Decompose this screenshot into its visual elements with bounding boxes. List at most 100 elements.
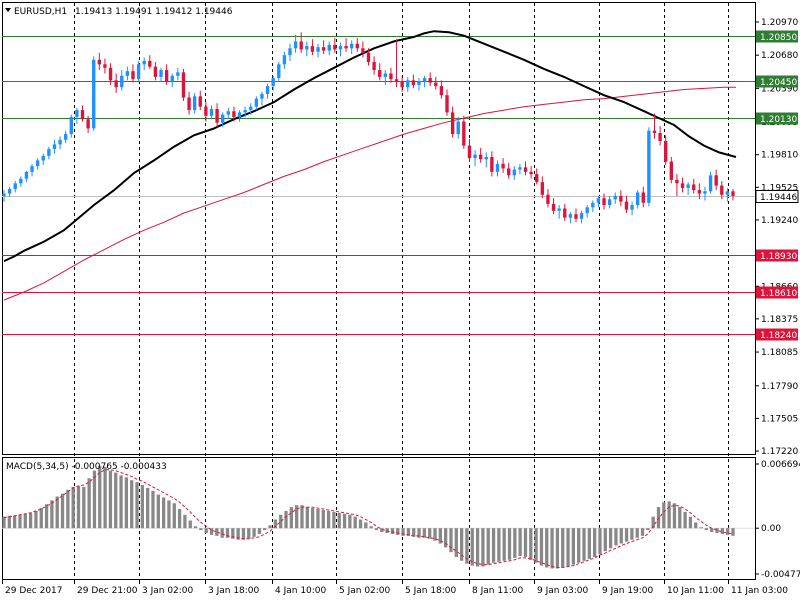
candle-body[interactable]: [30, 166, 34, 172]
candle-body[interactable]: [619, 195, 623, 202]
candle-body[interactable]: [198, 96, 202, 107]
candle-body[interactable]: [344, 46, 348, 49]
candle-body[interactable]: [86, 119, 90, 129]
candle-body[interactable]: [125, 71, 130, 76]
candle-body[interactable]: [338, 46, 343, 50]
fast-moving-average[interactable]: [3, 86, 736, 301]
candle-body[interactable]: [630, 205, 634, 210]
candle-body[interactable]: [434, 82, 438, 87]
candle-body[interactable]: [529, 171, 533, 175]
candle-body[interactable]: [64, 134, 68, 140]
candle-body[interactable]: [47, 148, 51, 156]
candle-body[interactable]: [176, 72, 180, 76]
candle-body[interactable]: [708, 175, 713, 192]
candle-body[interactable]: [523, 167, 528, 172]
candle-body[interactable]: [703, 191, 707, 194]
candle-body[interactable]: [725, 191, 730, 195]
candle-body[interactable]: [237, 112, 242, 117]
candle-body[interactable]: [456, 121, 460, 135]
candle-body[interactable]: [557, 208, 561, 211]
candle-body[interactable]: [462, 121, 466, 146]
candle-body[interactable]: [607, 199, 612, 206]
candle-body[interactable]: [658, 132, 662, 141]
candle-body[interactable]: [97, 59, 102, 65]
candle-body[interactable]: [192, 96, 197, 111]
candle-body[interactable]: [254, 98, 259, 107]
candle-body[interactable]: [596, 198, 601, 203]
candle-body[interactable]: [450, 112, 455, 135]
candle-body[interactable]: [288, 48, 292, 56]
candle-body[interactable]: [563, 208, 567, 218]
candle-body[interactable]: [24, 171, 29, 179]
candle-body[interactable]: [75, 110, 79, 117]
candle-body[interactable]: [602, 198, 606, 206]
candle-body[interactable]: [647, 130, 651, 203]
candle-body[interactable]: [310, 46, 315, 52]
candle-body[interactable]: [540, 182, 545, 195]
candle-body[interactable]: [669, 161, 673, 180]
candle-body[interactable]: [624, 201, 629, 210]
candle-body[interactable]: [406, 80, 410, 88]
candle-body[interactable]: [215, 108, 219, 123]
candle-body[interactable]: [327, 44, 331, 51]
candle-body[interactable]: [484, 156, 488, 160]
candle-body[interactable]: [221, 114, 225, 123]
candle-body[interactable]: [361, 48, 365, 53]
candle-body[interactable]: [58, 139, 62, 145]
candlestick-series[interactable]: [2, 32, 735, 224]
candle-body[interactable]: [2, 193, 6, 196]
candle-body[interactable]: [664, 140, 668, 162]
candle-body[interactable]: [159, 70, 163, 77]
candle-body[interactable]: [428, 78, 432, 83]
candle-body[interactable]: [181, 72, 186, 98]
candle-body[interactable]: [467, 145, 472, 159]
candle-body[interactable]: [153, 66, 158, 77]
candle-body[interactable]: [501, 163, 505, 169]
candle-body[interactable]: [445, 95, 449, 113]
candle-body[interactable]: [260, 94, 264, 99]
candle-body[interactable]: [277, 64, 281, 79]
candle-body[interactable]: [170, 75, 174, 82]
candle-body[interactable]: [305, 46, 309, 50]
candle-body[interactable]: [512, 169, 516, 176]
candle-body[interactable]: [282, 55, 287, 65]
candle-body[interactable]: [13, 183, 17, 190]
candle-body[interactable]: [389, 73, 393, 80]
candle-body[interactable]: [114, 80, 118, 88]
candle-body[interactable]: [293, 41, 298, 49]
candle-body[interactable]: [613, 195, 617, 200]
candle-body[interactable]: [383, 73, 388, 77]
candle-body[interactable]: [148, 60, 152, 67]
candle-body[interactable]: [120, 75, 124, 88]
candle-body[interactable]: [7, 189, 12, 194]
chart-menu-arrow-icon[interactable]: [5, 8, 11, 12]
candle-body[interactable]: [321, 47, 326, 51]
candle-body[interactable]: [551, 203, 556, 211]
candle-body[interactable]: [720, 185, 724, 195]
macd-signal-line[interactable]: [3, 469, 734, 568]
candle-body[interactable]: [400, 81, 404, 88]
slow-moving-average[interactable]: [3, 30, 737, 263]
candle-body[interactable]: [333, 44, 337, 50]
candle-body[interactable]: [249, 106, 253, 111]
candle-body[interactable]: [518, 167, 522, 170]
candle-body[interactable]: [422, 78, 427, 82]
candle-body[interactable]: [271, 78, 275, 87]
candle-body[interactable]: [41, 155, 45, 161]
candle-body[interactable]: [585, 207, 589, 214]
candle-body[interactable]: [478, 154, 483, 160]
candle-body[interactable]: [232, 111, 236, 117]
candle-body[interactable]: [366, 52, 371, 63]
candle-body[interactable]: [714, 175, 718, 186]
candle-body[interactable]: [731, 191, 735, 196]
candle-body[interactable]: [495, 163, 500, 172]
candle-body[interactable]: [490, 156, 494, 172]
candle-body[interactable]: [349, 43, 354, 49]
candle-body[interactable]: [243, 110, 247, 113]
candle-body[interactable]: [411, 80, 416, 85]
candle-body[interactable]: [131, 71, 135, 80]
candle-body[interactable]: [680, 183, 685, 188]
candle-body[interactable]: [187, 97, 191, 111]
